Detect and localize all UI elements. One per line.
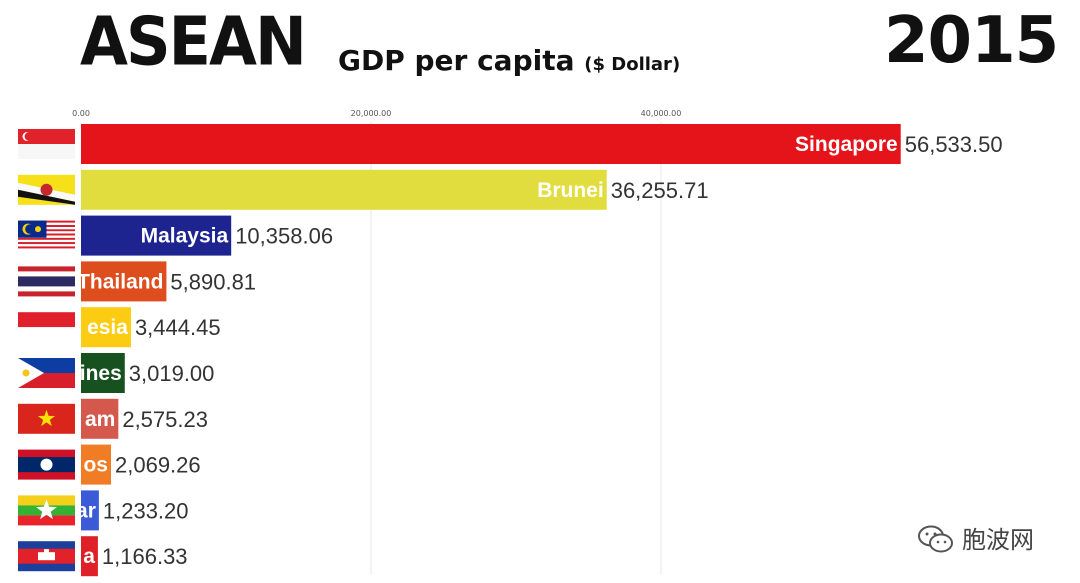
myanmar-flag-icon [18,495,75,526]
bar-label: esia [87,316,128,339]
value-label: 10,358.06 [235,224,333,249]
bar-vietnam [81,398,119,439]
value-label: 36,255.71 [611,178,709,203]
bar-myanmar [81,490,99,531]
indonesia-flag-icon [18,312,75,343]
singapore-flag-icon [18,129,75,159]
bar-label: a [83,545,95,568]
bar-brunei [81,169,607,210]
bar-cambodia [81,536,98,577]
vietnam-flag-icon [18,403,75,434]
bar-label: os [83,454,108,477]
wechat-icon [918,525,953,553]
value-label: 3,019.00 [129,361,215,386]
bar-label: Singapore [795,133,898,156]
bar-label: ar [76,499,96,522]
value-label: 2,575.23 [122,407,208,432]
thailand-flag-icon [18,266,75,297]
watermark-text: 胞波网 [962,526,1034,554]
value-label: 1,233.20 [103,498,189,523]
value-label: 1,166.33 [102,544,188,569]
value-label: 2,069.26 [115,453,201,478]
value-label: 3,444.45 [135,315,221,340]
bar-thailand [81,261,167,302]
brunei-flag-icon [18,174,75,205]
bar-label: am [85,408,115,431]
x-tick-label: 0.00 [72,109,90,118]
x-tick-label: 20,000.00 [351,109,392,118]
bar-indonesia [81,307,131,348]
value-label: 5,890.81 [170,269,256,294]
bar-singapore [81,124,901,164]
bar-laos [81,444,112,485]
chart-subtitle: GDP per capita ($ Dollar) [338,44,680,77]
value-label: 56,533.50 [905,132,1003,157]
bar-philippines [81,353,125,393]
bar-label: ines [80,362,122,385]
bar-malaysia [81,215,232,256]
year-label: 2015 [884,4,1059,78]
malaysia-flag-icon [18,220,75,251]
subtitle-text: GDP per capita [338,44,575,77]
chart-title: ASEAN [80,2,307,81]
bar-label: Brunei [537,179,604,202]
cambodia-flag-icon [18,541,75,572]
subtitle-unit: ($ Dollar) [584,54,681,75]
x-tick-label: 40,000.00 [641,109,682,118]
philippines-flag-icon [18,358,75,388]
bar-label: Malaysia [141,225,229,248]
bar-label: Thailand [77,270,163,293]
laos-flag-icon [18,449,75,480]
